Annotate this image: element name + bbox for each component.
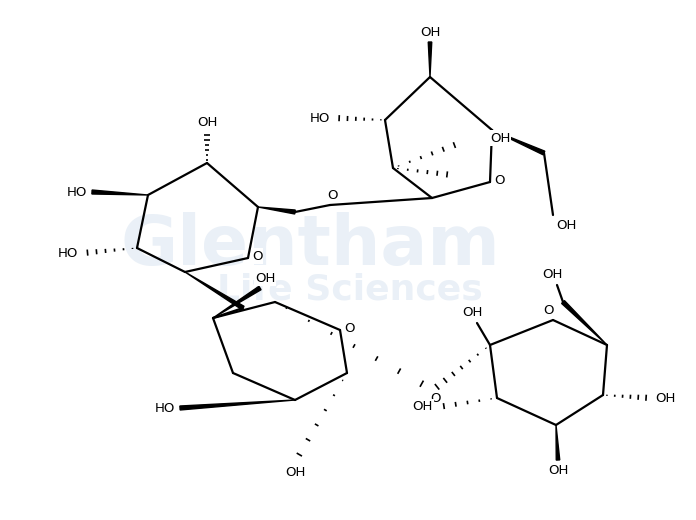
Polygon shape bbox=[180, 400, 295, 410]
Text: OH: OH bbox=[655, 392, 675, 405]
Polygon shape bbox=[185, 272, 244, 310]
Text: OH: OH bbox=[420, 25, 440, 38]
Text: OH: OH bbox=[462, 306, 482, 319]
Text: O: O bbox=[326, 189, 338, 202]
Text: Life Sciences: Life Sciences bbox=[217, 273, 483, 307]
Text: HO: HO bbox=[310, 111, 330, 124]
Text: O: O bbox=[252, 250, 262, 263]
Polygon shape bbox=[492, 130, 545, 155]
Polygon shape bbox=[428, 42, 432, 77]
Text: O: O bbox=[429, 392, 441, 405]
Polygon shape bbox=[92, 190, 148, 195]
Text: OH: OH bbox=[197, 115, 217, 128]
Text: HO: HO bbox=[58, 246, 78, 259]
Text: OH: OH bbox=[556, 218, 576, 231]
Text: OH: OH bbox=[413, 400, 433, 413]
Text: HO: HO bbox=[67, 186, 87, 199]
Text: OH: OH bbox=[548, 463, 568, 476]
Text: OH: OH bbox=[255, 271, 275, 284]
Polygon shape bbox=[562, 301, 607, 345]
Polygon shape bbox=[213, 287, 261, 318]
Text: O: O bbox=[344, 321, 354, 334]
Text: OH: OH bbox=[285, 465, 305, 478]
Text: O: O bbox=[493, 174, 504, 187]
Text: O: O bbox=[544, 304, 554, 317]
Text: OH: OH bbox=[541, 268, 562, 281]
Text: HO: HO bbox=[155, 401, 175, 414]
Text: OH: OH bbox=[490, 132, 510, 145]
Polygon shape bbox=[258, 207, 295, 214]
Polygon shape bbox=[556, 425, 560, 460]
Text: Glentham: Glentham bbox=[120, 212, 500, 279]
